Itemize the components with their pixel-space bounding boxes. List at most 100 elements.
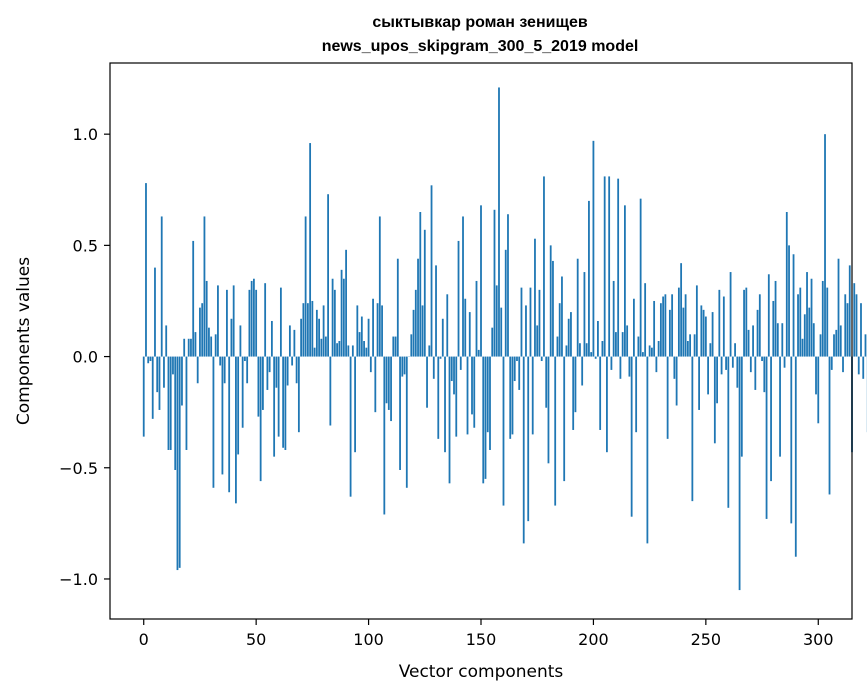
bar [749, 356, 752, 373]
bar [534, 238, 536, 357]
bar [255, 289, 258, 357]
bar [297, 356, 300, 433]
bar [199, 307, 201, 357]
bar-series [142, 87, 867, 591]
bar [385, 356, 388, 404]
bar [626, 325, 629, 357]
bar [484, 356, 487, 479]
bar [374, 356, 377, 413]
bar [857, 356, 860, 375]
bar [471, 356, 473, 415]
bar [565, 345, 568, 357]
bar [621, 332, 624, 357]
bar [601, 341, 604, 357]
bar [637, 336, 640, 357]
bar [628, 356, 631, 377]
bar [421, 305, 424, 357]
bar [722, 296, 725, 357]
bar [695, 285, 698, 357]
bar [844, 294, 847, 357]
bar [763, 356, 766, 393]
bar [581, 356, 584, 386]
bar [752, 325, 754, 357]
bar [864, 334, 867, 357]
bar [509, 356, 512, 439]
bar [232, 285, 235, 357]
bar [365, 347, 368, 357]
bar [327, 194, 329, 357]
bar [666, 356, 669, 439]
bar [675, 356, 678, 406]
bar [203, 216, 206, 357]
bar [273, 356, 276, 457]
bar [291, 356, 294, 366]
bar [545, 356, 548, 408]
bar [174, 356, 177, 470]
y-axis-ticks: −1.0 −0.5 0.0 0.5 1.0 [59, 125, 110, 589]
bar [754, 356, 757, 390]
bar [473, 356, 476, 428]
bar [799, 287, 802, 357]
bar [630, 356, 633, 517]
bar [574, 356, 577, 413]
bar [570, 312, 572, 357]
bar [842, 356, 844, 373]
bar [196, 356, 199, 384]
bar [853, 283, 856, 357]
bar [612, 280, 615, 357]
bar [302, 303, 305, 357]
bar [293, 329, 296, 357]
bar [828, 356, 831, 495]
bar [808, 307, 811, 357]
y-tick-label: 1.0 [73, 125, 98, 144]
bar [657, 341, 660, 357]
bar [331, 278, 334, 357]
bar [279, 287, 282, 357]
bar [322, 305, 325, 357]
bar [457, 240, 460, 357]
bar [736, 356, 739, 388]
x-axis-ticks: 0 50 100 150 200 250 300 [139, 619, 834, 649]
bar [167, 356, 170, 450]
bar [815, 356, 817, 395]
bar [824, 134, 826, 357]
bar [810, 278, 813, 357]
chart-title-line-2: news_upos_skipgram_300_5_2019 model [322, 38, 639, 55]
bar [606, 356, 608, 453]
bar [446, 294, 449, 357]
bar [201, 303, 204, 357]
bar [552, 260, 554, 357]
bar [441, 318, 444, 357]
bar [147, 356, 150, 364]
bar [772, 300, 775, 357]
bar [226, 289, 228, 357]
bar [597, 320, 599, 357]
bar [482, 356, 485, 484]
x-tick-label: 250 [691, 630, 722, 649]
bar [826, 287, 829, 357]
bar [158, 356, 161, 410]
bar [181, 356, 183, 406]
bar [806, 272, 808, 357]
bar [671, 294, 674, 357]
bar [250, 280, 253, 357]
bar [448, 356, 451, 484]
bar [466, 356, 469, 435]
bar [172, 356, 174, 375]
bar [318, 318, 321, 357]
bar [686, 341, 689, 357]
bar [444, 356, 446, 453]
bar [738, 356, 741, 591]
bar [423, 229, 426, 357]
bar [700, 305, 703, 357]
x-tick-label: 0 [139, 630, 149, 649]
bar [381, 305, 383, 357]
bar [543, 176, 545, 357]
bar [315, 309, 318, 357]
bar [522, 356, 525, 544]
bar [785, 212, 788, 357]
bar [210, 336, 213, 357]
bar [354, 356, 356, 453]
